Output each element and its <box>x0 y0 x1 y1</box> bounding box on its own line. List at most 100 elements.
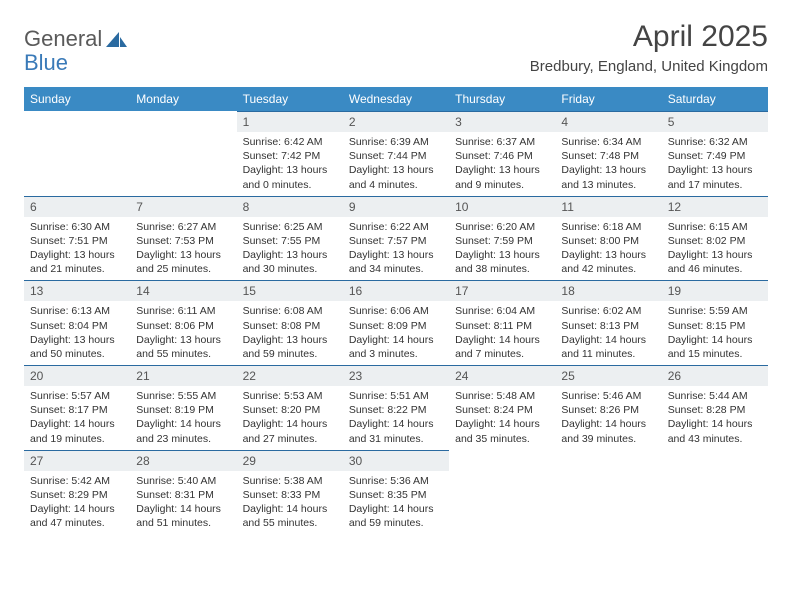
day-content: Sunrise: 6:25 AMSunset: 7:55 PMDaylight:… <box>237 217 343 277</box>
day-cell: 12Sunrise: 6:15 AMSunset: 8:02 PMDayligh… <box>662 196 768 281</box>
day-content: Sunrise: 5:53 AMSunset: 8:20 PMDaylight:… <box>237 386 343 446</box>
day-content: Sunrise: 6:11 AMSunset: 8:06 PMDaylight:… <box>130 301 236 361</box>
day-content: Sunrise: 6:22 AMSunset: 7:57 PMDaylight:… <box>343 217 449 277</box>
day-cell: 17Sunrise: 6:04 AMSunset: 8:11 PMDayligh… <box>449 280 555 365</box>
day-header: Monday <box>130 87 236 111</box>
day-number: 13 <box>24 280 130 301</box>
day-cell: 2Sunrise: 6:39 AMSunset: 7:44 PMDaylight… <box>343 111 449 196</box>
day-content: Sunrise: 5:55 AMSunset: 8:19 PMDaylight:… <box>130 386 236 446</box>
day-cell: 24Sunrise: 5:48 AMSunset: 8:24 PMDayligh… <box>449 365 555 450</box>
day-content: Sunrise: 6:18 AMSunset: 8:00 PMDaylight:… <box>555 217 661 277</box>
day-cell: 23Sunrise: 5:51 AMSunset: 8:22 PMDayligh… <box>343 365 449 450</box>
day-number: 17 <box>449 280 555 301</box>
day-cell: 8Sunrise: 6:25 AMSunset: 7:55 PMDaylight… <box>237 196 343 281</box>
day-number: 15 <box>237 280 343 301</box>
day-content: Sunrise: 6:20 AMSunset: 7:59 PMDaylight:… <box>449 217 555 277</box>
logo-sail-icon <box>106 30 128 48</box>
month-title: April 2025 <box>530 20 768 54</box>
day-cell: 30Sunrise: 5:36 AMSunset: 8:35 PMDayligh… <box>343 450 449 535</box>
day-content: Sunrise: 6:13 AMSunset: 8:04 PMDaylight:… <box>24 301 130 361</box>
day-number: 24 <box>449 365 555 386</box>
day-number: 21 <box>130 365 236 386</box>
day-cell: 27Sunrise: 5:42 AMSunset: 8:29 PMDayligh… <box>24 450 130 535</box>
day-number: 28 <box>130 450 236 471</box>
day-content: Sunrise: 6:37 AMSunset: 7:46 PMDaylight:… <box>449 132 555 192</box>
day-cell: 21Sunrise: 5:55 AMSunset: 8:19 PMDayligh… <box>130 365 236 450</box>
day-number: 9 <box>343 196 449 217</box>
day-number: 23 <box>343 365 449 386</box>
day-cell: 11Sunrise: 6:18 AMSunset: 8:00 PMDayligh… <box>555 196 661 281</box>
day-cell: 19Sunrise: 5:59 AMSunset: 8:15 PMDayligh… <box>662 280 768 365</box>
page-header: General April 2025 Bredbury, England, Un… <box>24 20 768 75</box>
day-number: 11 <box>555 196 661 217</box>
day-content: Sunrise: 6:30 AMSunset: 7:51 PMDaylight:… <box>24 217 130 277</box>
day-content: Sunrise: 5:42 AMSunset: 8:29 PMDaylight:… <box>24 471 130 531</box>
day-content: Sunrise: 5:44 AMSunset: 8:28 PMDaylight:… <box>662 386 768 446</box>
day-content: Sunrise: 5:48 AMSunset: 8:24 PMDaylight:… <box>449 386 555 446</box>
day-cell: 26Sunrise: 5:44 AMSunset: 8:28 PMDayligh… <box>662 365 768 450</box>
day-number: 14 <box>130 280 236 301</box>
day-number: 6 <box>24 196 130 217</box>
day-number: 10 <box>449 196 555 217</box>
day-content: Sunrise: 5:51 AMSunset: 8:22 PMDaylight:… <box>343 386 449 446</box>
day-content: Sunrise: 5:57 AMSunset: 8:17 PMDaylight:… <box>24 386 130 446</box>
day-header: Saturday <box>662 87 768 111</box>
day-content: Sunrise: 5:38 AMSunset: 8:33 PMDaylight:… <box>237 471 343 531</box>
day-header: Tuesday <box>237 87 343 111</box>
day-number: 8 <box>237 196 343 217</box>
calendar-page: General April 2025 Bredbury, England, Un… <box>0 0 792 554</box>
day-number: 5 <box>662 111 768 132</box>
day-cell: 15Sunrise: 6:08 AMSunset: 8:08 PMDayligh… <box>237 280 343 365</box>
day-cell: 10Sunrise: 6:20 AMSunset: 7:59 PMDayligh… <box>449 196 555 281</box>
day-cell: 6Sunrise: 6:30 AMSunset: 7:51 PMDaylight… <box>24 196 130 281</box>
day-content: Sunrise: 6:39 AMSunset: 7:44 PMDaylight:… <box>343 132 449 192</box>
logo-text-blue: Blue <box>24 50 68 75</box>
location-text: Bredbury, England, United Kingdom <box>530 58 768 75</box>
title-block: April 2025 Bredbury, England, United Kin… <box>530 20 768 75</box>
day-cell: 5Sunrise: 6:32 AMSunset: 7:49 PMDaylight… <box>662 111 768 196</box>
day-header: Wednesday <box>343 87 449 111</box>
day-number: 1 <box>237 111 343 132</box>
day-header: Thursday <box>449 87 555 111</box>
day-cell: 28Sunrise: 5:40 AMSunset: 8:31 PMDayligh… <box>130 450 236 535</box>
week-row: 13Sunrise: 6:13 AMSunset: 8:04 PMDayligh… <box>24 280 768 365</box>
day-number: 29 <box>237 450 343 471</box>
logo-blue-line: Blue <box>24 50 68 76</box>
logo: General <box>24 26 130 52</box>
day-header-row: SundayMondayTuesdayWednesdayThursdayFrid… <box>24 87 768 111</box>
day-cell: 25Sunrise: 5:46 AMSunset: 8:26 PMDayligh… <box>555 365 661 450</box>
day-cell: 18Sunrise: 6:02 AMSunset: 8:13 PMDayligh… <box>555 280 661 365</box>
day-number: 25 <box>555 365 661 386</box>
day-content: Sunrise: 6:34 AMSunset: 7:48 PMDaylight:… <box>555 132 661 192</box>
day-number: 18 <box>555 280 661 301</box>
day-number: 30 <box>343 450 449 471</box>
day-content: Sunrise: 5:46 AMSunset: 8:26 PMDaylight:… <box>555 386 661 446</box>
day-cell <box>449 450 555 535</box>
day-header: Friday <box>555 87 661 111</box>
day-cell <box>24 111 130 196</box>
day-content: Sunrise: 5:36 AMSunset: 8:35 PMDaylight:… <box>343 471 449 531</box>
calendar-table: SundayMondayTuesdayWednesdayThursdayFrid… <box>24 87 768 534</box>
day-cell: 20Sunrise: 5:57 AMSunset: 8:17 PMDayligh… <box>24 365 130 450</box>
week-row: 6Sunrise: 6:30 AMSunset: 7:51 PMDaylight… <box>24 196 768 281</box>
day-cell: 1Sunrise: 6:42 AMSunset: 7:42 PMDaylight… <box>237 111 343 196</box>
day-number: 4 <box>555 111 661 132</box>
day-header: Sunday <box>24 87 130 111</box>
week-row: 20Sunrise: 5:57 AMSunset: 8:17 PMDayligh… <box>24 365 768 450</box>
day-content: Sunrise: 6:02 AMSunset: 8:13 PMDaylight:… <box>555 301 661 361</box>
day-cell: 7Sunrise: 6:27 AMSunset: 7:53 PMDaylight… <box>130 196 236 281</box>
day-content: Sunrise: 6:08 AMSunset: 8:08 PMDaylight:… <box>237 301 343 361</box>
logo-text-general: General <box>24 26 102 52</box>
day-cell: 13Sunrise: 6:13 AMSunset: 8:04 PMDayligh… <box>24 280 130 365</box>
day-number: 22 <box>237 365 343 386</box>
day-number: 20 <box>24 365 130 386</box>
day-cell: 14Sunrise: 6:11 AMSunset: 8:06 PMDayligh… <box>130 280 236 365</box>
day-content: Sunrise: 6:06 AMSunset: 8:09 PMDaylight:… <box>343 301 449 361</box>
day-content: Sunrise: 5:59 AMSunset: 8:15 PMDaylight:… <box>662 301 768 361</box>
day-number: 16 <box>343 280 449 301</box>
day-content: Sunrise: 6:42 AMSunset: 7:42 PMDaylight:… <box>237 132 343 192</box>
day-number: 7 <box>130 196 236 217</box>
day-cell: 4Sunrise: 6:34 AMSunset: 7:48 PMDaylight… <box>555 111 661 196</box>
day-content: Sunrise: 6:04 AMSunset: 8:11 PMDaylight:… <box>449 301 555 361</box>
day-number: 19 <box>662 280 768 301</box>
